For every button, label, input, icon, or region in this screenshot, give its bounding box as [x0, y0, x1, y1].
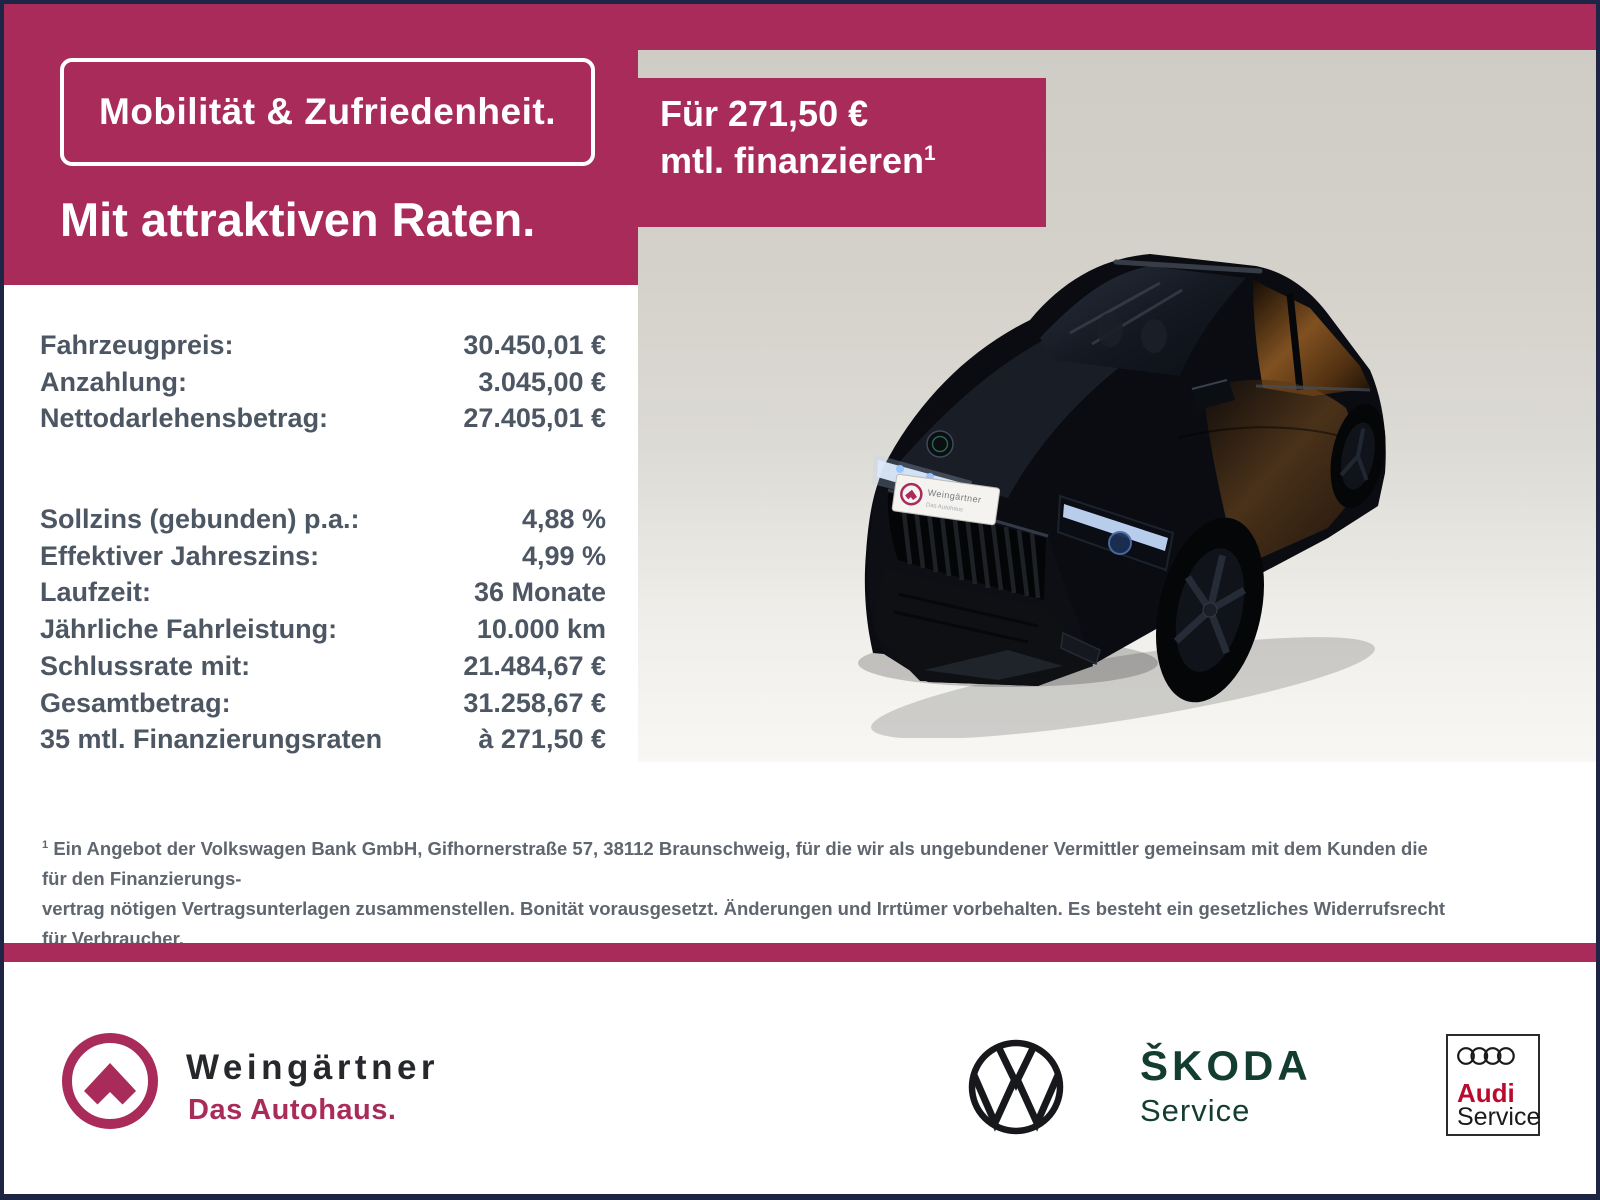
skoda-service-logo: ŠKODA Service — [1140, 1042, 1312, 1129]
financing-row: Jährliche Fahrleistung: 10.000 km — [40, 611, 606, 648]
financing-table-conditions-block: Sollzins (gebunden) p.a.: 4,88 % Effektiv… — [40, 501, 606, 758]
row-label: Effektiver Jahreszins: — [40, 540, 320, 571]
row-value: 27.405,01 € — [463, 403, 606, 434]
financing-row: Gesamtbetrag: 31.258,67 € — [40, 685, 606, 722]
footnote-line-2: vertrag nötigen Vertragsunterlagen zusam… — [42, 898, 1446, 950]
claim-badge: Mobilität & Zufriedenheit. — [60, 58, 595, 166]
headline-text: Mit attraktiven Raten. — [60, 193, 536, 246]
financing-row: Effektiver Jahreszins: 4,99 % — [40, 538, 606, 575]
row-value: 21.484,67 € — [463, 650, 606, 681]
monthly-rate-tag: Für 271,50 € mtl. finanzieren1 — [638, 78, 1046, 227]
car-grille — [887, 488, 1049, 600]
car-roof-rail — [1113, 259, 1263, 274]
plaque-tagline: Das Autohaus — [926, 502, 964, 513]
car-side-glass — [1253, 280, 1370, 396]
financing-row: Anzahlung: 3.045,00 € — [40, 364, 606, 401]
car-beltline — [1255, 384, 1371, 392]
car-photo: Weingärtner Das Autohaus — [638, 50, 1596, 762]
audi-rings-icon — [1457, 1047, 1515, 1065]
car-windshield — [1040, 266, 1246, 376]
row-value: 4,88 % — [521, 504, 606, 534]
license-plaque: Weingärtner Das Autohaus — [891, 473, 1001, 526]
vw-logo-icon — [968, 1039, 1064, 1135]
row-label: Schlussrate mit: — [40, 650, 251, 681]
legal-footnote: 1 Ein Angebot der Volkswagen Bank GmbH, … — [42, 830, 1452, 954]
row-label: Jährliche Fahrleistung: — [40, 614, 338, 645]
dealer-logo-icon — [62, 1033, 158, 1129]
dealer-plaque-chevron-icon — [905, 489, 917, 500]
dealer-tagline: Das Autohaus. — [188, 1094, 397, 1126]
row-label: Nettodarlehensbetrag: — [40, 403, 329, 434]
brand-divider-bar — [0, 943, 1600, 962]
rate-line-2: mtl. finanzieren1 — [660, 140, 936, 181]
financing-row: Fahrzeugpreis: 30.450,01 € — [40, 327, 606, 364]
financing-row: Sollzins (gebunden) p.a.: 4,88 % — [40, 501, 606, 538]
skoda-service-label: Service — [1140, 1093, 1251, 1128]
car-mirror-highlight — [1191, 379, 1228, 390]
claim-text: Mobilität & Zufriedenheit. — [99, 91, 556, 132]
audi-label: Audi — [1457, 1078, 1515, 1108]
row-value: 30.450,01 € — [463, 330, 606, 360]
financing-row: Laufzeit: 36 Monate — [40, 574, 606, 611]
row-label: 35 mtl. Finanzierungsraten — [40, 724, 383, 755]
footnote-line-1: Ein Angebot der Volkswagen Bank GmbH, Gi… — [42, 838, 1428, 890]
car-front-wheel — [1155, 517, 1265, 703]
dealer-plaque-ring-icon — [900, 482, 923, 506]
audi-service-label: Service — [1457, 1103, 1541, 1131]
row-value: 10.000 km — [476, 614, 606, 645]
financing-row: Nettodarlehensbetrag: 27.405,01 € — [40, 400, 606, 437]
row-value: à 271,50 € — [478, 724, 606, 755]
skoda-wordmark: ŠKODA — [1140, 1042, 1312, 1089]
row-label: Gesamtbetrag: — [40, 687, 231, 718]
car-side-reflection — [1203, 379, 1370, 568]
rate-footnote-marker: 1 — [924, 142, 936, 165]
financing-table-price-block: Fahrzeugpreis: 30.450,01 € Anzahlung: 3.04… — [40, 327, 606, 437]
row-value: 31.258,67 € — [463, 687, 606, 718]
skoda-badge-icon — [926, 430, 954, 458]
footnote-marker: 1 — [42, 839, 49, 851]
rate-line-1: Für 271,50 € — [660, 93, 869, 134]
car-headlight-right — [1056, 494, 1175, 572]
car-bumper — [876, 568, 1101, 685]
row-label: Fahrzeugpreis: — [40, 330, 234, 360]
dealer-name: Weingärtner — [186, 1048, 440, 1087]
financing-row: Schlussrate mit: 21.484,67 € — [40, 648, 606, 685]
row-value: 4,99 % — [521, 540, 606, 571]
car-rear-wheel — [1330, 403, 1386, 509]
car-hood-highlight — [888, 330, 1158, 498]
row-value: 3.045,00 € — [478, 366, 606, 397]
headline-banner: Mobilität & Zufriedenheit. Mit attraktiv… — [0, 0, 638, 285]
financing-row: 35 mtl. Finanzierungsraten à 271,50 € — [40, 721, 606, 758]
audi-service-badge: Audi Service — [1446, 1034, 1540, 1136]
car-image: Weingärtner Das Autohaus — [858, 254, 1386, 738]
row-value: 36 Monate — [473, 577, 606, 608]
row-label: Anzahlung: — [40, 366, 187, 397]
row-label: Laufzeit: — [40, 577, 151, 608]
row-label: Sollzins (gebunden) p.a.: — [40, 504, 360, 534]
